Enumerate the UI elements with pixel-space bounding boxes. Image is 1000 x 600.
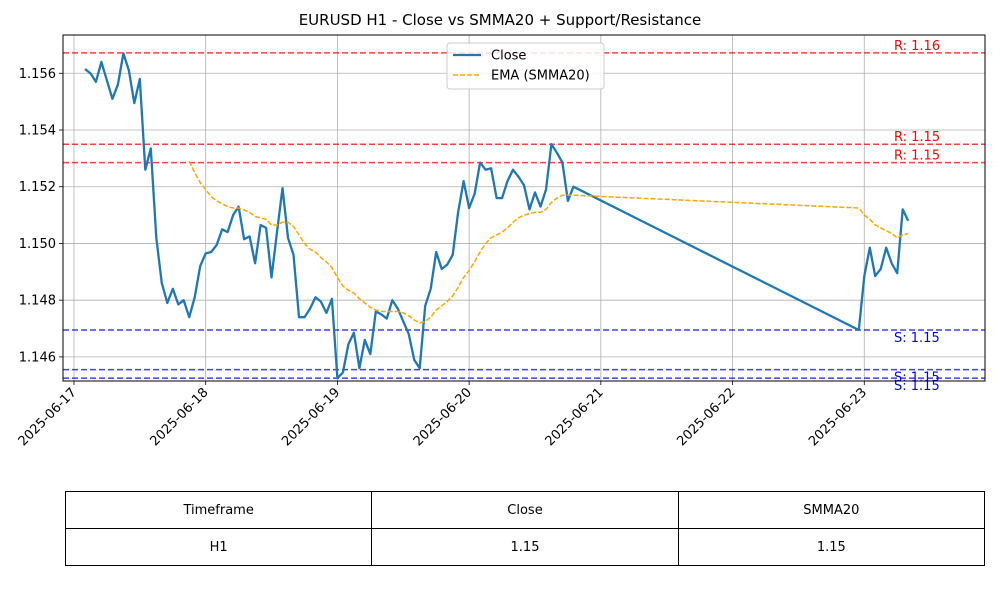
resistance-label: R: 1.15 [894,149,940,164]
resistance-label: R: 1.16 [894,39,940,54]
y-tick-label: 1.146 [19,350,56,365]
smma20-series-line [188,160,909,324]
close-series-line [84,52,910,380]
chart-title: EURUSD H1 - Close vs SMMA20 + Support/Re… [298,11,702,29]
y-tick-label: 1.154 [19,124,56,139]
table-header-close: Close [371,491,679,529]
x-tick-label: 2025-06-19 [279,385,343,449]
x-tick-label: 2025-06-17 [16,385,80,449]
x-tick-label: 2025-06-23 [806,385,870,449]
support-label: S: 1.15 [894,379,940,394]
legend-entry: EMA (SMMA20) [491,69,590,84]
resistance-label: R: 1.15 [894,130,940,145]
x-tick-label: 2025-06-18 [147,385,211,449]
legend-entry: Close [491,49,526,64]
y-tick-label: 1.156 [19,67,56,82]
table-header-timeframe: Timeframe [64,491,373,529]
summary-table: Timeframe Close SMMA20 H1 1.15 1.15 [64,491,986,566]
support-label: S: 1.15 [894,331,940,346]
table-header-row: Timeframe Close SMMA20 [64,491,986,529]
x-tick-label: 2025-06-21 [543,385,607,449]
y-tick-label: 1.150 [19,237,56,252]
y-tick-label: 1.148 [19,294,56,309]
legend-box [446,42,605,90]
table-header-smma20: SMMA20 [677,491,986,529]
plot-frame [62,34,986,382]
x-tick-label: 2025-06-20 [411,385,475,449]
y-tick-label: 1.152 [19,180,56,195]
support-label: S: 1.15 [894,371,940,386]
table-cell-close: 1.15 [371,528,679,566]
table-cell-timeframe: H1 [64,528,373,566]
table-row: H1 1.15 1.15 [64,528,986,566]
chart-canvas: 2025-06-17 2025-06-18 2025-06-19 2025-06-20… [16,34,986,449]
table-cell-smma20: 1.15 [677,528,986,566]
x-tick-label: 2025-06-22 [674,385,738,449]
